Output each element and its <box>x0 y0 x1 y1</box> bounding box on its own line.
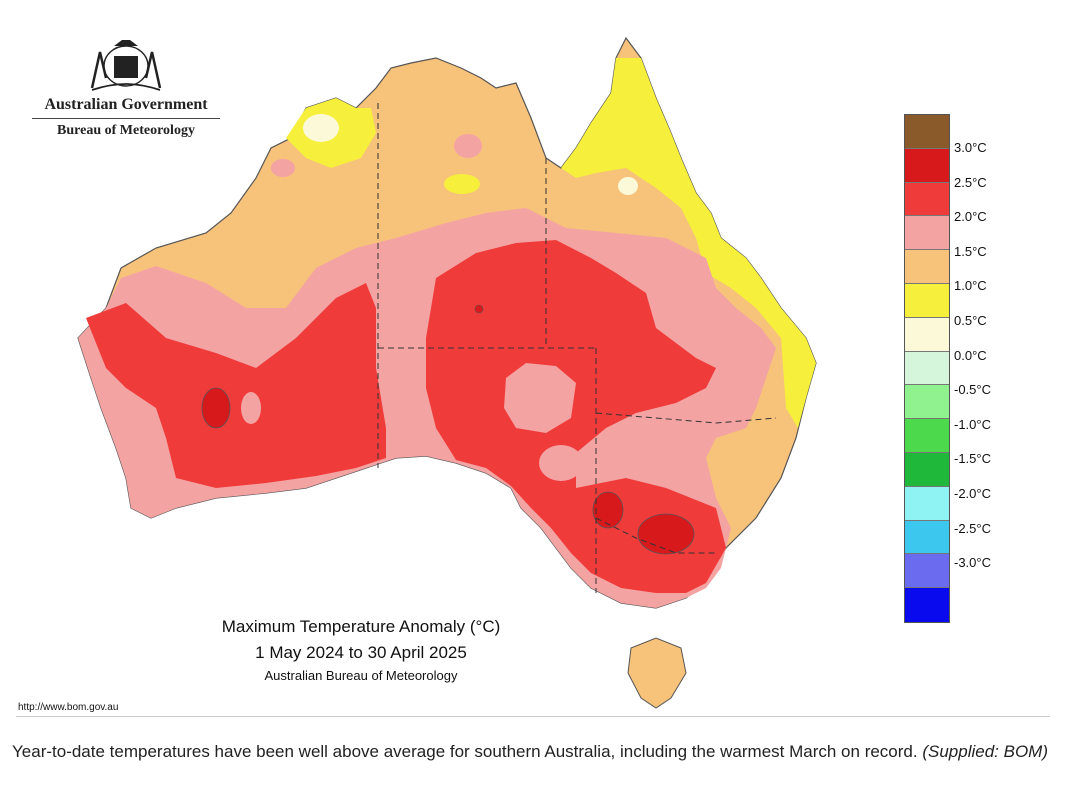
legend-label: 1.5°C <box>954 243 987 259</box>
legend-swatch <box>905 216 949 251</box>
legend-label: 0.5°C <box>954 312 987 328</box>
legend-labels: 3.0°C 2.5°C 2.0°C 1.5°C 1.0°C 0.5°C 0.0°C -0.5°… <box>954 140 1034 590</box>
coat-of-arms-icon <box>90 40 162 91</box>
legend-swatch <box>905 419 949 453</box>
legend-label: -3.0°C <box>954 555 991 571</box>
darkred-central-dot <box>474 304 484 314</box>
legend-label: -2.5°C <box>954 520 991 536</box>
legend-swatch <box>905 351 949 386</box>
east-yellow-band <box>561 58 816 428</box>
legend-swatch <box>905 452 949 487</box>
legend-swatch <box>905 283 949 318</box>
legend-label: 0.0°C <box>954 347 987 363</box>
legend-swatch <box>905 588 949 622</box>
darkred-sa-patch <box>592 491 624 529</box>
image-caption: Year-to-date temperatures have been well… <box>12 738 1062 766</box>
map-title: Maximum Temperature Anomaly (°C) <box>221 617 501 636</box>
legend-label: -1.0°C <box>954 416 991 432</box>
legend-swatch <box>905 115 949 149</box>
logo-org-name: Australian Government <box>44 96 208 113</box>
south-pink-patch <box>539 445 583 481</box>
west-pink-patch <box>241 392 261 424</box>
legend-label: 2.5°C <box>954 174 987 190</box>
australia-map <box>77 36 817 709</box>
darkred-vic-patch <box>637 513 695 555</box>
map-period: 1 May 2024 to 30 April 2025 <box>255 643 467 662</box>
legend-label: -0.5°C <box>954 382 991 398</box>
state-borders <box>377 103 777 593</box>
caption-credit: (Supplied: BOM) <box>922 742 1049 761</box>
legend-swatch <box>905 182 949 217</box>
anomaly-map-figure: Australian Government Bureau of Meteorol… <box>16 8 1050 724</box>
red-central-region <box>426 240 726 593</box>
central-pink-patch <box>504 363 576 433</box>
legend-swatch <box>905 486 949 521</box>
legend-swatch <box>905 250 949 284</box>
legend-swatch <box>905 385 949 420</box>
caption-text: Year-to-date temperatures have been well… <box>12 742 918 761</box>
legend-swatch <box>905 148 949 183</box>
legend-swatch <box>905 520 949 555</box>
logo-agency-name: Bureau of Meteorology <box>57 123 195 138</box>
map-title-block: Maximum Temperature Anomaly (°C) 1 May 2… <box>166 614 556 686</box>
source-url: http://www.bom.gov.au <box>18 702 119 713</box>
kimberley-pink-blob <box>271 159 295 177</box>
legend-label: 2.0°C <box>954 209 987 225</box>
north-yellow-blob <box>444 174 480 194</box>
legend-label: 3.0°C <box>954 140 987 155</box>
bom-logo: Australian Government Bureau of Meteorol… <box>26 30 226 139</box>
cape-cream-patch <box>618 177 638 195</box>
north-cream-patch <box>303 114 339 142</box>
north-pink-blob <box>454 134 482 158</box>
legend-label: -1.5°C <box>954 451 991 467</box>
map-source: Australian Bureau of Meteorology <box>264 668 458 683</box>
darkred-west-patch <box>201 387 231 429</box>
logo-divider <box>32 118 220 119</box>
legend-swatch <box>905 317 949 352</box>
figure-bottom-rule <box>16 716 1050 725</box>
legend-label: 1.0°C <box>954 278 987 294</box>
red-west-region <box>86 283 386 488</box>
legend-swatch <box>905 554 949 589</box>
color-legend <box>904 114 950 623</box>
legend-label: -2.0°C <box>954 485 991 501</box>
tasmania <box>627 637 687 709</box>
